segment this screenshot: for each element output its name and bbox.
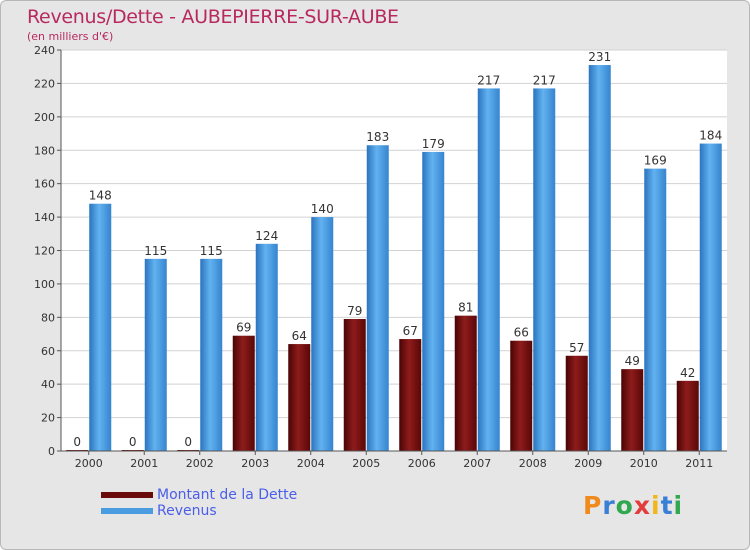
debt-value-label: 49 xyxy=(625,354,640,368)
revenue-bar xyxy=(144,258,167,451)
revenue-bar xyxy=(422,151,445,451)
x-tick-label: 2007 xyxy=(463,457,491,470)
y-tick-label: 40 xyxy=(41,378,55,391)
revenue-bar xyxy=(200,258,223,451)
revenue-value-label: 179 xyxy=(422,137,445,151)
legend-label-dette: Montant de la Dette xyxy=(157,487,298,503)
data-labels: 0 148 0 115 0 115 69 124 64 140 79 183 67 179 81 217 66 2… xyxy=(73,50,722,449)
revenue-value-label: 124 xyxy=(255,229,278,243)
revenue-value-label: 115 xyxy=(200,244,223,258)
revenue-bar xyxy=(477,88,500,451)
y-tick-label: 80 xyxy=(41,311,55,324)
logo-letter: o xyxy=(615,491,634,520)
logo-letter: P xyxy=(583,491,603,520)
chart-title: Revenus/Dette - AUBEPIERRE-SUR-AUBE xyxy=(27,6,399,28)
y-tick-label: 60 xyxy=(41,345,55,358)
logo-letter: x xyxy=(633,491,651,520)
revenue-value-label: 217 xyxy=(533,73,556,87)
debt-value-label: 67 xyxy=(403,324,418,338)
logo-letter: i xyxy=(651,491,661,520)
revenue-value-label: 231 xyxy=(588,50,611,64)
debt-bar xyxy=(454,315,477,451)
debt-value-label: 64 xyxy=(292,329,307,343)
legend-swatch-dette xyxy=(101,492,153,498)
axes: 0 20 40 60 80 100 120 140 160 180 200 220 240 2000 200… xyxy=(34,44,727,470)
debt-bar xyxy=(343,319,366,451)
y-tick-label: 220 xyxy=(34,77,55,90)
revenue-value-label: 217 xyxy=(477,73,500,87)
legend-swatch-revenus xyxy=(101,508,153,514)
logo-letter: i xyxy=(673,491,684,520)
revenue-bar xyxy=(366,145,389,452)
x-tick-label: 2000 xyxy=(75,457,103,470)
debt-bar xyxy=(232,335,255,451)
x-tick-label: 2011 xyxy=(685,457,713,470)
y-tick-label: 0 xyxy=(48,445,55,458)
debt-bar xyxy=(399,339,422,451)
x-tick-label: 2005 xyxy=(352,457,380,470)
debt-bar xyxy=(676,380,699,451)
x-tick-label: 2008 xyxy=(519,457,547,470)
x-tick-label: 2009 xyxy=(574,457,602,470)
debt-value-label: 0 xyxy=(73,435,81,449)
debt-value-label: 66 xyxy=(514,326,529,340)
x-tick-label: 2002 xyxy=(186,457,214,470)
legend-label-revenus: Revenus xyxy=(157,503,217,519)
debt-bar xyxy=(288,344,311,451)
revenue-value-label: 183 xyxy=(366,130,389,144)
revenue-value-label: 184 xyxy=(699,129,722,143)
x-tick-label: 2004 xyxy=(297,457,325,470)
logo-letter: r xyxy=(602,491,616,520)
revenue-bar xyxy=(699,143,722,452)
revenue-bar xyxy=(311,217,334,451)
revenue-bar xyxy=(533,88,556,451)
revenue-bar xyxy=(89,203,112,451)
bars xyxy=(66,65,722,452)
debt-value-label: 42 xyxy=(680,366,695,380)
debt-value-label: 0 xyxy=(129,435,137,449)
y-tick-label: 240 xyxy=(34,44,55,57)
debt-value-label: 0 xyxy=(184,435,192,449)
proxiti-logo: Proxiti xyxy=(583,491,683,520)
debt-value-label: 69 xyxy=(236,321,251,335)
revenue-bar xyxy=(644,168,667,452)
debt-value-label: 81 xyxy=(458,301,473,315)
x-tick-label: 2003 xyxy=(241,457,269,470)
revenue-value-label: 148 xyxy=(89,189,112,203)
debt-value-label: 79 xyxy=(347,304,362,318)
revenue-bar xyxy=(588,65,611,451)
debt-bar xyxy=(565,355,588,451)
x-tick-label: 2006 xyxy=(408,457,436,470)
y-tick-label: 180 xyxy=(34,144,55,157)
y-tick-label: 100 xyxy=(34,278,55,291)
y-tick-label: 20 xyxy=(41,412,55,425)
revenue-value-label: 169 xyxy=(644,154,667,168)
grid-lines xyxy=(61,49,727,419)
debt-bar xyxy=(621,369,644,451)
y-tick-label: 160 xyxy=(34,178,55,191)
y-tick-label: 140 xyxy=(34,211,55,224)
chart-subtitle: (en milliers d'€) xyxy=(27,30,114,43)
debt-value-label: 57 xyxy=(569,341,584,355)
x-tick-label: 2010 xyxy=(630,457,658,470)
x-tick-label: 2001 xyxy=(130,457,158,470)
debt-bar xyxy=(510,340,533,451)
revenue-bar xyxy=(255,243,278,451)
logo-letter: t xyxy=(660,491,674,520)
revenue-value-label: 115 xyxy=(144,244,167,258)
y-tick-label: 200 xyxy=(34,111,55,124)
y-tick-label: 120 xyxy=(34,245,55,258)
revenue-value-label: 140 xyxy=(311,202,334,216)
